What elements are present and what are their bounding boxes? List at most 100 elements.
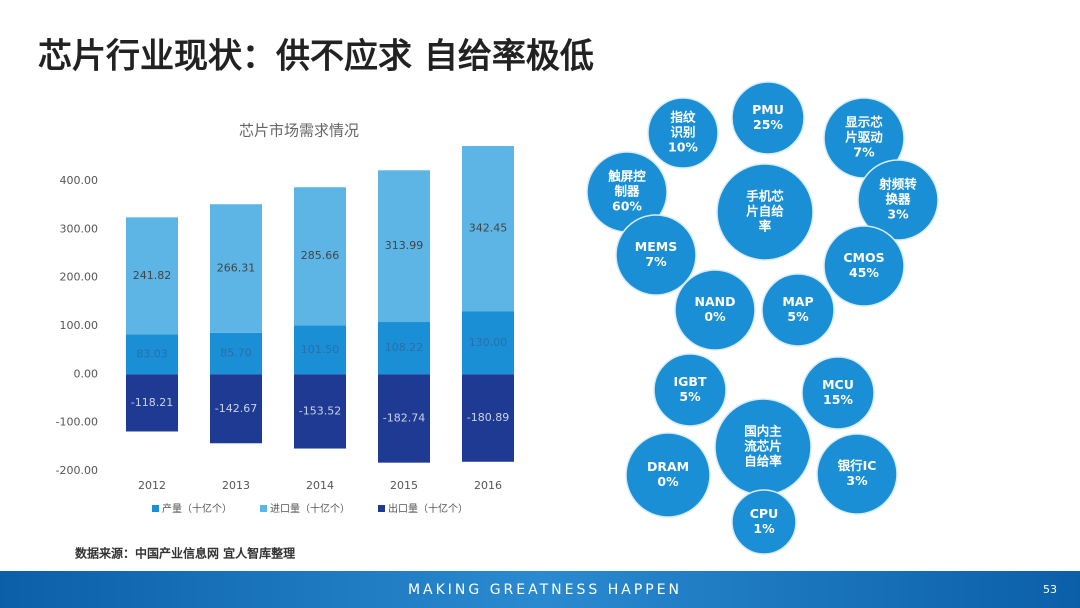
bubble-label: 指纹 (670, 110, 696, 125)
bar-segment (210, 204, 262, 333)
bubble-label: IGBT (674, 374, 707, 389)
bubble-label: 45% (849, 265, 879, 280)
footer-band (0, 571, 1080, 608)
bubble-label: 10% (668, 140, 698, 155)
page-title: 芯片行业现状：供不应求 自给率极低 (38, 37, 594, 77)
data-label: 83.03 (136, 347, 168, 360)
bubble-label: MAP (782, 294, 813, 309)
bar-segment (294, 374, 346, 449)
bubble-label: 率 (759, 219, 772, 234)
bubble-label: PMU (752, 102, 784, 117)
bubble (716, 163, 814, 261)
data-label: -118.21 (131, 396, 173, 409)
y-tick-label: 0.00 (74, 367, 99, 380)
bar-segment (126, 374, 178, 432)
data-label: 85.70 (220, 347, 252, 360)
bubble (823, 225, 905, 307)
x-tick-label: 2014 (306, 479, 334, 492)
x-tick-label: 2013 (222, 479, 250, 492)
chart-title: 芯片市场需求情况 (239, 122, 359, 140)
bubble-label: DRAM (647, 459, 689, 474)
bar-segment (294, 325, 346, 375)
data-label: 241.82 (133, 269, 172, 282)
bubble-label: 7% (853, 145, 875, 160)
footer-slogan: MAKING GREATNESS HAPPEN (408, 582, 682, 598)
bubble (653, 353, 727, 427)
bubble-label: 射频转 (878, 177, 917, 192)
y-tick-label: -200.00 (56, 464, 98, 477)
legend-swatch (152, 505, 159, 512)
bubble (674, 269, 756, 351)
x-tick-label: 2016 (474, 479, 502, 492)
bar-segment (378, 374, 430, 463)
bubble-label: 触屏控 (607, 169, 646, 184)
bubble (801, 356, 875, 430)
bubble-label: 25% (753, 117, 783, 132)
bubble-label: 显示芯 (845, 115, 883, 130)
bubble-label: 国内主 (744, 424, 782, 439)
bubble (731, 81, 805, 155)
bubble-label: 换器 (885, 192, 911, 207)
bar-segment (462, 145, 514, 312)
y-tick-label: 200.00 (60, 271, 99, 284)
bar-segment (378, 322, 430, 375)
bubble-label: 识别 (670, 125, 695, 140)
data-label: -182.74 (383, 411, 425, 424)
bubble (816, 433, 898, 515)
legend-label: 进口量（十亿个） (270, 502, 350, 515)
bar-segment (378, 170, 430, 323)
bar-segment (462, 374, 514, 462)
data-label: 285.66 (301, 249, 340, 262)
bubble-label: 0% (704, 309, 726, 324)
bubble (761, 273, 835, 347)
page-number: 53 (1043, 583, 1057, 596)
legend-label: 出口量（十亿个） (388, 502, 468, 515)
bubble-label: 自给率 (744, 454, 782, 469)
data-label: 108.22 (385, 341, 424, 354)
legend-label: 产量（十亿个） (162, 502, 232, 515)
bubble (647, 97, 719, 169)
bubble-label: 5% (679, 389, 701, 404)
bubble (857, 159, 939, 241)
x-tick-label: 2015 (390, 479, 418, 492)
bubble-label: MEMS (635, 239, 677, 254)
source: 数据来源：中国产业信息网 宜人智库整理 (75, 546, 295, 561)
bar-segment (210, 374, 262, 444)
legend-swatch (260, 505, 267, 512)
bar-segment (210, 332, 262, 375)
bar-segment (294, 187, 346, 326)
data-label: 101.50 (301, 343, 340, 356)
data-label: -142.67 (215, 402, 257, 415)
data-label: 342.45 (469, 222, 508, 235)
bubble-label: 0% (657, 474, 679, 489)
y-tick-label: 400.00 (60, 174, 99, 187)
bubble-label: 5% (787, 309, 809, 324)
bubble-label: 流芯片 (744, 439, 782, 454)
data-label: 313.99 (385, 239, 424, 252)
bubble-label: 3% (846, 473, 868, 488)
bubble (731, 489, 797, 555)
bubble-label: 手机芯 (746, 189, 784, 204)
bubble-label: 3% (887, 207, 909, 222)
data-label: -153.52 (299, 404, 341, 417)
bubble-label: MCU (822, 377, 854, 392)
bubble-label: 制器 (614, 184, 640, 199)
y-tick-label: 100.00 (60, 319, 99, 332)
bubble-label: 7% (645, 254, 667, 269)
data-label: 266.31 (217, 262, 256, 275)
bubble-label: CMOS (843, 250, 884, 265)
y-tick-label: 300.00 (60, 222, 99, 235)
legend-swatch (378, 505, 385, 512)
bubble-label: NAND (695, 294, 736, 309)
bar-segment (126, 217, 178, 335)
bubble-label: 片驱动 (845, 130, 883, 145)
data-label: -180.89 (467, 411, 509, 424)
bubble-label: 银行IC (838, 458, 877, 473)
bubble-label: 60% (612, 199, 642, 214)
bubble (625, 432, 711, 518)
bar-segment (126, 334, 178, 375)
bubble-label: 1% (753, 521, 775, 536)
data-label: 130.00 (469, 336, 508, 349)
